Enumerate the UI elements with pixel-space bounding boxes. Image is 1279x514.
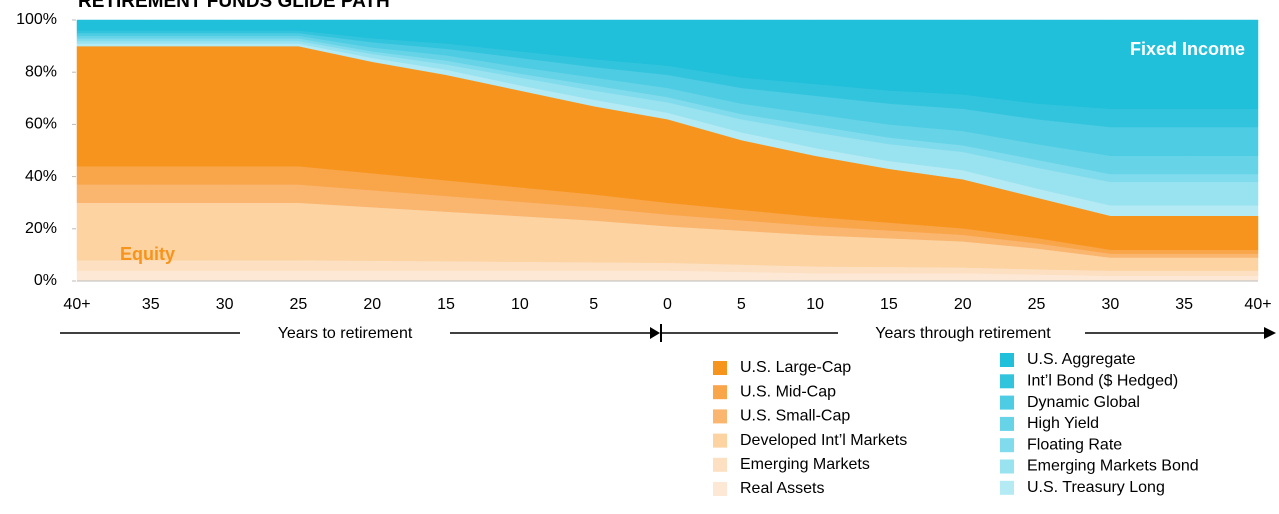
x-tick-label: 20 [954,296,972,313]
legend-label: Real Assets [740,480,824,497]
area [76,19,1259,109]
legend-label: U.S. Small-Cap [740,408,850,425]
x-tick-label: 30 [216,296,234,313]
legend-label: U.S. Aggregate [1027,351,1136,368]
y-tick-label: 20% [25,220,57,237]
legend-label: Floating Rate [1027,436,1122,453]
legend-label: Int’l Bond ($ Hedged) [1027,373,1178,390]
x-tick-label: 10 [806,296,824,313]
x-tick-label: 25 [1028,296,1046,313]
legend-label: Emerging Markets Bond [1027,458,1199,475]
legend-swatch [1000,395,1014,410]
legend-label: U.S. Large-Cap [740,359,851,376]
legend-swatch [1000,480,1014,495]
legend-swatch [713,409,727,424]
x-tick-label: 40+ [63,296,90,313]
y-tick-label: 40% [25,168,57,185]
legend-label: U.S. Treasury Long [1027,479,1165,496]
x-tick-label: 15 [437,296,455,313]
x-tick-label: 5 [737,296,746,313]
x-tick-label: 15 [880,296,898,313]
legend-label: Emerging Markets [740,456,870,473]
x-tick-label: 30 [1101,296,1119,313]
arrow-head [1264,327,1276,339]
x-axis-label: Years to retirement [278,325,413,342]
legend-label: High Yield [1027,415,1099,432]
x-tick-label: 35 [142,296,160,313]
legend-swatch [1000,459,1014,474]
annotation: Equity [120,244,175,264]
x-tick-label: 35 [1175,296,1193,313]
chart-title: RETIREMENT FUNDS GLIDE PATH [78,0,390,12]
legend-swatch [1000,353,1014,367]
y-tick-label: 80% [25,63,57,80]
legend-label: Developed Int’l Markets [740,432,907,449]
x-tick-label: 25 [290,296,308,313]
arrow-head [650,327,660,339]
x-tick-label: 20 [363,296,381,313]
x-tick-label: 40+ [1244,296,1271,313]
x-tick-label: 5 [589,296,598,313]
legend-swatch [713,457,727,472]
legend-swatch [1000,374,1014,389]
annotation: Fixed Income [1130,39,1245,59]
x-tick-label: 10 [511,296,529,313]
y-tick-label: 60% [25,116,57,133]
y-tick-label: 100% [16,11,57,28]
legend-label: U.S. Mid-Cap [740,383,836,400]
legend-swatch [713,361,727,375]
y-tick-label: 0% [34,272,57,289]
x-tick-label: 0 [663,296,672,313]
legend-swatch [713,482,727,496]
legend-swatch [713,433,727,448]
legend-label: Dynamic Global [1027,394,1140,411]
x-axis-label: Years through retirement [875,325,1051,342]
legend-swatch [713,385,727,400]
legend-swatch [1000,438,1014,453]
plot [76,19,1259,282]
legend-swatch [1000,416,1014,431]
